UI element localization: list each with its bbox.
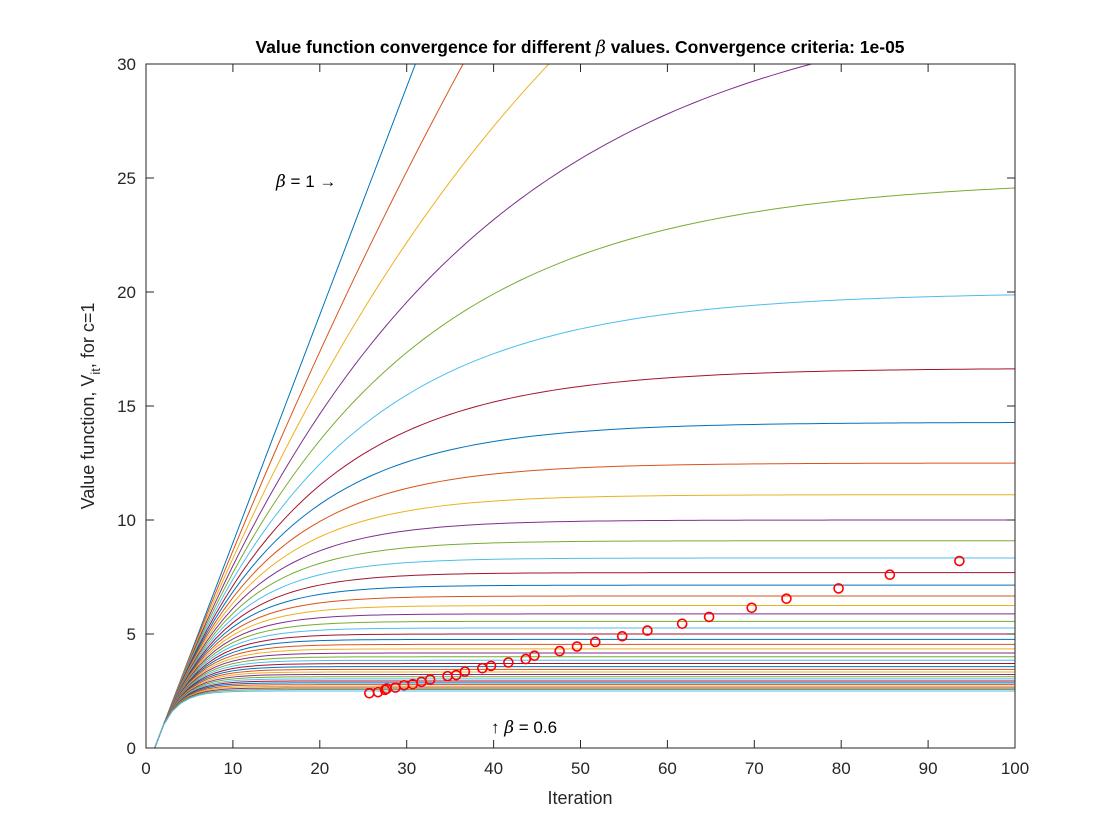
series-layer: [154, 64, 1015, 748]
series-line-beta-0.96: [154, 187, 1015, 748]
convergence-marker: [529, 650, 540, 661]
series-line-beta-0.79: [154, 638, 1015, 748]
series-line-beta-0.84: [154, 605, 1015, 748]
y-tick-label: 25: [117, 169, 136, 188]
y-tick-label: 0: [127, 739, 136, 758]
chart-title: Value function convergence for different…: [255, 37, 904, 58]
x-tick-label: 40: [484, 759, 503, 778]
y-tick-label: 15: [117, 397, 136, 416]
series-line-beta-0.87: [154, 572, 1015, 748]
convergence-marker: [642, 625, 653, 636]
convergence-marker: [379, 684, 391, 696]
series-line-beta-0.68: [154, 676, 1015, 748]
series-line-beta-0.72: [154, 666, 1015, 748]
convergence-marker: [589, 636, 601, 648]
convergence-marker: [746, 602, 757, 614]
series-line-beta-0.97: [154, 64, 814, 748]
convergence-marker: [954, 555, 965, 567]
x-tick-label: 70: [745, 759, 764, 778]
convergence-marker: [477, 662, 488, 674]
series-line-beta-0.9: [154, 519, 1015, 748]
series-line-beta-0.93: [154, 422, 1015, 748]
series-line-beta-0.61: [154, 689, 1015, 748]
y-tick-label: 10: [117, 511, 136, 530]
series-line-beta-0.74: [154, 659, 1015, 748]
series-line-beta-0.76: [154, 652, 1015, 748]
series-line-beta-0.7: [154, 671, 1015, 748]
convergence-marker: [459, 666, 471, 677]
series-line-beta-0.6: [154, 690, 1015, 748]
plot-area: [146, 64, 1015, 748]
convergence-marker: [442, 670, 453, 682]
series-line-beta-0.63: [154, 685, 1015, 748]
series-line-beta-0.85: [154, 595, 1015, 748]
x-tick-label: 10: [223, 759, 242, 778]
x-tick-label: 30: [397, 759, 416, 778]
series-line-beta-0.82: [154, 620, 1015, 748]
convergence-marker: [833, 583, 844, 594]
series-line-beta-0.78: [154, 643, 1015, 748]
series-line-beta-0.77: [154, 648, 1015, 748]
x-tick-label: 90: [919, 759, 938, 778]
x-tick-label: 100: [1001, 759, 1029, 778]
series-line-beta-0.65: [154, 682, 1015, 748]
y-axis-label: Value function, Vit, for c=1: [78, 303, 103, 510]
series-line-beta-0.89: [154, 540, 1015, 748]
convergence-marker: [703, 611, 715, 623]
series-line-beta-0.88: [154, 557, 1015, 748]
series-line-beta-0.81: [154, 627, 1015, 748]
convergence-marker: [503, 657, 514, 668]
series-line-beta-0.91: [154, 494, 1015, 748]
x-tick-label: 60: [658, 759, 677, 778]
series-line-beta-0.99: [154, 64, 464, 748]
x-tick-label: 80: [832, 759, 851, 778]
y-tick-label: 30: [117, 55, 136, 74]
series-line-beta-0.92: [154, 462, 1015, 748]
series-line-beta-0.8: [154, 633, 1015, 748]
annotation-beta-low: ↑ β = 0.6: [491, 718, 557, 738]
series-line-beta-0.64: [154, 684, 1015, 748]
x-tick-label: 20: [310, 759, 329, 778]
series-line-beta-0.98: [154, 64, 550, 748]
tick-layer: 0 10 20 30 40 50 60 70 80 90 100 0 5 10 15 20 25 30: [117, 55, 1029, 778]
x-axis-label: Iteration: [547, 788, 612, 808]
convergence-marker: [781, 593, 792, 604]
series-line-beta-0.83: [154, 613, 1015, 748]
annotation-beta-high: β = 1 →: [275, 172, 336, 192]
x-tick-label: 0: [141, 759, 150, 778]
y-tick-label: 5: [127, 625, 136, 644]
series-line-beta-0.66: [154, 680, 1015, 748]
series-line-beta-0.69: [154, 673, 1015, 748]
convergence-marker: [884, 569, 896, 581]
series-line-beta-0.67: [154, 678, 1015, 748]
series-line-beta-1: [154, 64, 416, 748]
x-tick-label: 50: [571, 759, 590, 778]
convergence-marker: [364, 687, 375, 699]
series-line-beta-0.71: [154, 668, 1015, 748]
series-line-beta-0.86: [154, 584, 1015, 748]
marker-layer: [364, 555, 965, 699]
convergence-marker: [676, 618, 688, 630]
convergence-marker: [571, 641, 583, 652]
convergence-marker: [520, 653, 532, 665]
convergence-marker: [554, 645, 565, 657]
y-tick-label: 20: [117, 283, 136, 302]
convergence-marker: [381, 683, 393, 695]
series-line-beta-0.94: [154, 368, 1015, 748]
series-line-beta-0.75: [154, 656, 1015, 748]
convergence-marker: [616, 630, 628, 642]
series-line-beta-0.73: [154, 663, 1015, 748]
series-line-beta-0.95: [154, 294, 1015, 748]
series-line-beta-0.62: [154, 687, 1015, 748]
